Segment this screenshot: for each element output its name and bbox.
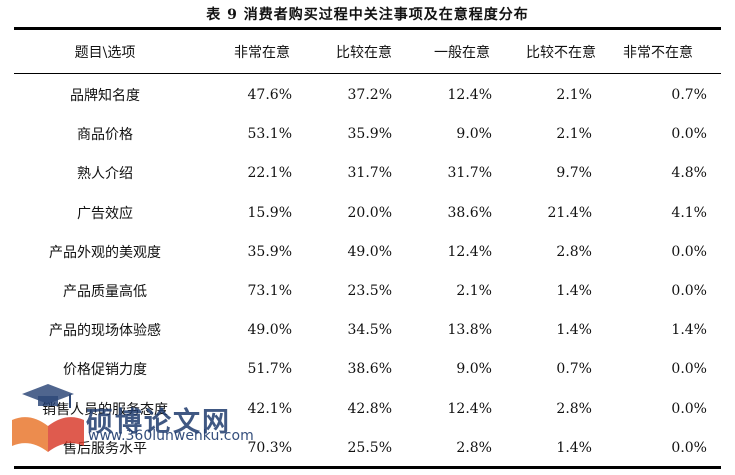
cell-not-very-concerned: 0.7% bbox=[556, 361, 592, 378]
row-item-label: 品牌知名度 bbox=[70, 88, 140, 104]
row-item-label: 商品价格 bbox=[77, 127, 133, 144]
cell-not-at-all-concerned: 0.0% bbox=[671, 283, 707, 299]
cell-very-concerned: 42.1% bbox=[247, 400, 292, 417]
cell-quite-concerned: 31.7% bbox=[347, 165, 392, 182]
header-not-very-concerned: 比较不在意 bbox=[526, 45, 596, 61]
table-caption: 表 9 消费者购买过程中关注事项及在意程度分布 bbox=[206, 7, 529, 23]
cell-moderately-concerned: 9.0% bbox=[456, 126, 492, 143]
watermark-url: www.360lunwenku.com bbox=[88, 428, 254, 444]
cell-quite-concerned: 49.0% bbox=[347, 243, 392, 260]
cell-not-at-all-concerned: 1.4% bbox=[671, 322, 707, 339]
row-item-label: 产品质量高低 bbox=[63, 284, 147, 300]
cell-not-at-all-concerned: 0.0% bbox=[671, 400, 707, 417]
cell-very-concerned: 22.1% bbox=[247, 165, 292, 182]
header-very-concerned: 非常在意 bbox=[234, 45, 290, 61]
table-row: 产品的现场体验感 49.0% 34.5% 13.8% 1.4% 1.4% bbox=[14, 318, 721, 342]
table-header-rule bbox=[14, 73, 721, 74]
cell-not-very-concerned: 21.4% bbox=[547, 204, 592, 221]
cell-quite-concerned: 23.5% bbox=[347, 283, 392, 299]
cell-quite-concerned: 34.5% bbox=[347, 322, 392, 339]
table-row: 售后服务水平 70.3% 25.5% 2.8% 1.4% 0.0% bbox=[14, 436, 721, 460]
cell-moderately-concerned: 2.8% bbox=[456, 439, 492, 456]
row-item-label: 产品的现场体验感 bbox=[49, 323, 161, 340]
cell-quite-concerned: 35.9% bbox=[347, 126, 392, 143]
table-row: 价格促销力度 51.7% 38.6% 9.0% 0.7% 0.0% bbox=[14, 357, 721, 381]
table-row: 销售人员的服务态度 42.1% 42.8% 12.4% 2.8% 0.0% bbox=[14, 397, 721, 421]
cell-not-at-all-concerned: 0.0% bbox=[671, 243, 707, 260]
cell-very-concerned: 35.9% bbox=[247, 243, 292, 260]
row-item-label: 产品外观的美观度 bbox=[49, 244, 161, 261]
header-quite-concerned: 比较在意 bbox=[336, 45, 392, 61]
cell-moderately-concerned: 2.1% bbox=[456, 283, 492, 299]
cell-not-very-concerned: 2.1% bbox=[556, 126, 592, 143]
cell-very-concerned: 47.6% bbox=[247, 87, 292, 103]
table-header-row: 题目\选项 非常在意 比较在意 一般在意 比较不在意 非常不在意 bbox=[14, 32, 721, 72]
table-row: 熟人介绍 22.1% 31.7% 31.7% 9.7% 4.8% bbox=[14, 161, 721, 185]
table-row: 产品质量高低 73.1% 23.5% 2.1% 1.4% 0.0% bbox=[14, 279, 721, 303]
row-item-label: 广告效应 bbox=[77, 205, 133, 222]
cell-moderately-concerned: 13.8% bbox=[447, 322, 492, 339]
cell-not-at-all-concerned: 4.8% bbox=[671, 165, 707, 182]
cell-quite-concerned: 42.8% bbox=[347, 400, 392, 417]
cell-quite-concerned: 25.5% bbox=[347, 439, 392, 456]
cell-very-concerned: 73.1% bbox=[247, 283, 292, 299]
cell-not-at-all-concerned: 0.0% bbox=[671, 126, 707, 143]
cell-quite-concerned: 20.0% bbox=[347, 204, 392, 221]
table-row: 产品外观的美观度 35.9% 49.0% 12.4% 2.8% 0.0% bbox=[14, 240, 721, 264]
cell-moderately-concerned: 12.4% bbox=[447, 87, 492, 103]
cell-not-at-all-concerned: 0.0% bbox=[671, 439, 707, 456]
cell-moderately-concerned: 31.7% bbox=[447, 165, 492, 182]
header-not-at-all-concerned: 非常不在意 bbox=[623, 45, 693, 61]
header-moderately-concerned: 一般在意 bbox=[434, 45, 490, 61]
cell-quite-concerned: 38.6% bbox=[347, 361, 392, 378]
table-row: 商品价格 53.1% 35.9% 9.0% 2.1% 0.0% bbox=[14, 122, 721, 146]
table-row: 品牌知名度 47.6% 37.2% 12.4% 2.1% 0.7% bbox=[14, 83, 721, 107]
cell-moderately-concerned: 12.4% bbox=[447, 400, 492, 417]
cell-moderately-concerned: 38.6% bbox=[447, 204, 492, 221]
cell-not-very-concerned: 1.4% bbox=[556, 283, 592, 299]
cell-not-very-concerned: 1.4% bbox=[556, 322, 592, 339]
row-item-label: 熟人介绍 bbox=[77, 166, 133, 183]
cell-not-very-concerned: 2.1% bbox=[556, 87, 592, 103]
cell-very-concerned: 70.3% bbox=[247, 439, 292, 456]
row-item-label: 售后服务水平 bbox=[63, 440, 147, 457]
cell-not-very-concerned: 9.7% bbox=[556, 165, 592, 182]
table-top-rule bbox=[14, 27, 721, 30]
cell-moderately-concerned: 9.0% bbox=[456, 361, 492, 378]
cell-not-at-all-concerned: 0.0% bbox=[671, 361, 707, 378]
cell-not-at-all-concerned: 0.7% bbox=[671, 87, 707, 103]
cell-very-concerned: 53.1% bbox=[247, 126, 292, 143]
cell-not-very-concerned: 1.4% bbox=[556, 439, 592, 456]
row-item-label: 价格促销力度 bbox=[63, 362, 147, 379]
cell-moderately-concerned: 12.4% bbox=[447, 243, 492, 260]
watermark-name: 硕博论文网 bbox=[86, 407, 231, 438]
table-row: 广告效应 15.9% 20.0% 38.6% 21.4% 4.1% bbox=[14, 201, 721, 225]
table-bottom-rule bbox=[14, 466, 721, 469]
cell-quite-concerned: 37.2% bbox=[347, 87, 392, 103]
row-item-label: 销售人员的服务态度 bbox=[42, 401, 168, 418]
cell-not-very-concerned: 2.8% bbox=[556, 400, 592, 417]
cell-very-concerned: 51.7% bbox=[247, 361, 292, 378]
cell-not-very-concerned: 2.8% bbox=[556, 243, 592, 260]
header-item: 题目\选项 bbox=[74, 45, 136, 61]
cell-not-at-all-concerned: 4.1% bbox=[671, 204, 707, 221]
cell-very-concerned: 15.9% bbox=[247, 204, 292, 221]
cell-very-concerned: 49.0% bbox=[247, 322, 292, 339]
